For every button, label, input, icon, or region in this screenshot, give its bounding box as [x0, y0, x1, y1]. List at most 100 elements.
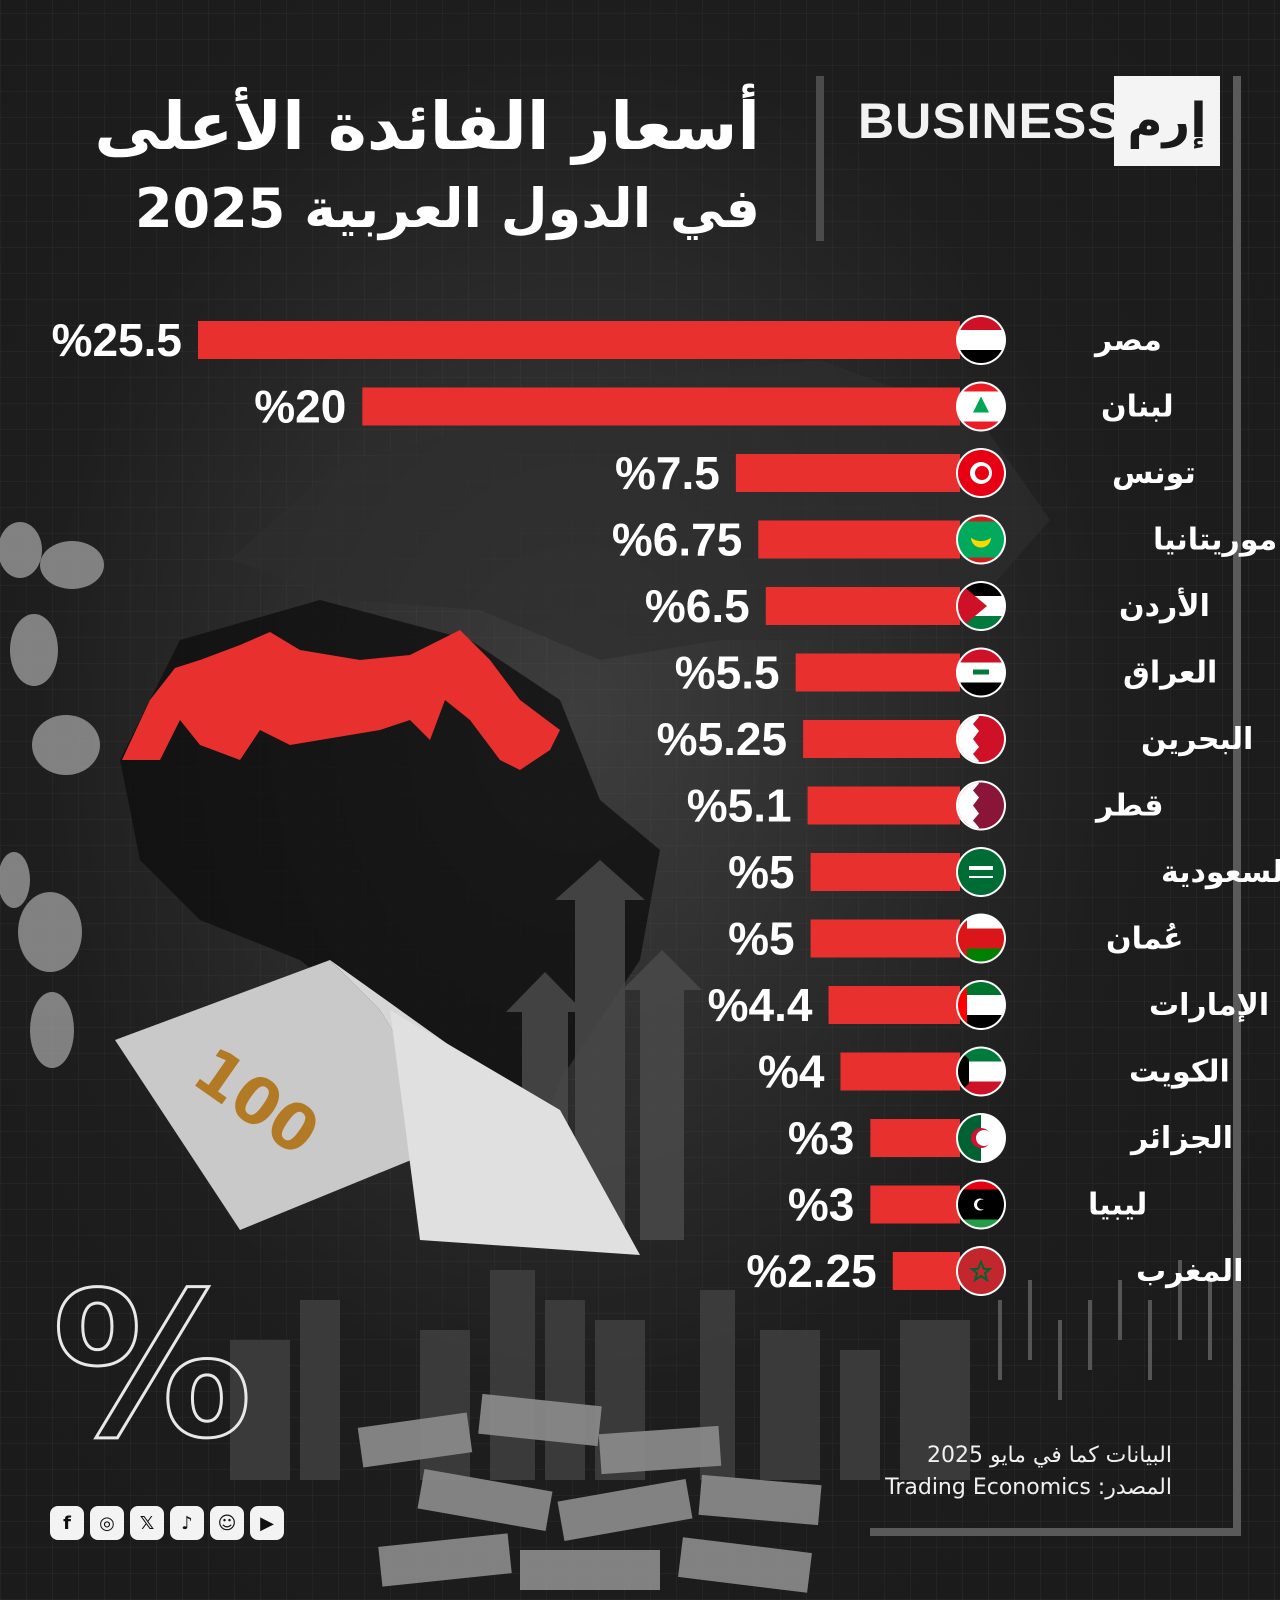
- category-label: البحرين: [1141, 722, 1253, 757]
- value-label: %20: [254, 381, 346, 433]
- bar: [870, 1185, 960, 1224]
- building: [840, 1350, 880, 1480]
- facebook-icon[interactable]: f: [50, 1506, 84, 1540]
- qatar-flag: [956, 780, 1006, 831]
- kuwait-flag: [956, 1046, 1006, 1097]
- cash-bundle: [698, 1474, 822, 1526]
- bar: [828, 986, 960, 1024]
- mauritania-flag: [956, 514, 1006, 565]
- coin: [0, 852, 30, 908]
- category-label: عُمان: [1106, 922, 1183, 957]
- lebanon-flag: [956, 381, 1006, 432]
- bar: [810, 853, 960, 891]
- category-label: الكويت: [1129, 1055, 1230, 1090]
- category-label: تونس: [1112, 456, 1196, 491]
- banknote-right-panel: [390, 1010, 640, 1255]
- bar: [758, 520, 960, 559]
- frame-line-right: [1233, 76, 1241, 1536]
- bar: [735, 454, 960, 492]
- social-icons: f ◎ 𝕏 ♪ ☺ ▶: [50, 1506, 284, 1540]
- value-label: %3: [788, 1179, 854, 1231]
- egypt-flag: [956, 315, 1006, 365]
- title-line-2: في الدول العربية 2025: [134, 177, 760, 240]
- coin: [40, 541, 104, 589]
- bahrain-flag: [956, 714, 1006, 764]
- value-label: %5.5: [675, 647, 780, 699]
- category-label: السعودية: [1161, 855, 1280, 890]
- uae-flag: [956, 980, 1006, 1030]
- building: [490, 1270, 535, 1480]
- tunisia-flag: [956, 448, 1006, 498]
- category-label: الإمارات: [1149, 988, 1269, 1023]
- category-label: الجزائر: [1129, 1121, 1233, 1156]
- oman-flag: [956, 913, 1006, 964]
- cash-bundle: [378, 1533, 512, 1587]
- percent-decoration: %: [50, 1249, 253, 1485]
- bar: [362, 387, 961, 426]
- value-label: %5: [728, 913, 794, 965]
- cash-bundle: [598, 1425, 722, 1475]
- instagram-icon[interactable]: ◎: [90, 1506, 124, 1540]
- jordan-flag: [956, 581, 1006, 631]
- money-piles: [357, 1393, 822, 1593]
- footer: البيانات كما في مايو 2025 المصدر: Tradin…: [885, 1440, 1172, 1504]
- data-date-note: البيانات كما في مايو 2025: [926, 1443, 1172, 1468]
- algeria-flag: [956, 1113, 1006, 1163]
- value-label: %5: [728, 846, 794, 898]
- city-skyline: [230, 1270, 970, 1480]
- brand-wordmark: BUSINESS: [858, 93, 1122, 149]
- bar: [803, 720, 960, 758]
- coin: [18, 892, 82, 972]
- category-label: المغرب: [1136, 1254, 1243, 1289]
- chart-title: أسعار الفائدة الأعلى في الدول العربية 20…: [94, 84, 760, 248]
- value-label: %4.4: [708, 979, 813, 1031]
- cash-bundle: [557, 1479, 693, 1541]
- building: [760, 1330, 820, 1480]
- tiktok-icon[interactable]: ♪: [170, 1506, 204, 1540]
- building: [900, 1320, 970, 1480]
- bar: [765, 587, 960, 625]
- libya-flag: [956, 1179, 1006, 1230]
- category-label: لبنان: [1101, 390, 1174, 425]
- coin: [10, 614, 58, 686]
- title-divider: [816, 76, 824, 241]
- morocco-flag: [956, 1246, 1006, 1296]
- building: [230, 1340, 290, 1480]
- x-icon[interactable]: 𝕏: [130, 1506, 164, 1540]
- cash-bundle: [520, 1550, 660, 1590]
- bar: [892, 1252, 960, 1290]
- coin: [0, 522, 42, 578]
- value-label: %3: [788, 1112, 854, 1164]
- cash-bundle: [417, 1469, 553, 1531]
- building: [300, 1300, 340, 1480]
- snapchat-icon[interactable]: ☺: [210, 1506, 244, 1540]
- cash-bundle: [678, 1537, 812, 1593]
- stock-candles: [998, 1260, 1212, 1400]
- category-label: الأردن: [1119, 587, 1210, 624]
- arab-region-map: [122, 630, 560, 770]
- youtube-icon[interactable]: ▶: [250, 1506, 284, 1540]
- coin: [30, 992, 74, 1068]
- category-label: مصر: [1093, 323, 1162, 358]
- cash-bundle: [478, 1393, 602, 1447]
- banknote-left: [115, 960, 460, 1230]
- banknote-illustration: 100: [115, 960, 640, 1255]
- building: [545, 1300, 585, 1480]
- saudi-flag: [956, 847, 1006, 897]
- value-label: %6.5: [645, 580, 750, 632]
- category-label: ليبيا: [1088, 1188, 1147, 1223]
- data-source: المصدر: Trading Economics: [885, 1475, 1172, 1500]
- bar: [198, 321, 960, 359]
- bar: [795, 653, 960, 692]
- category-label: قطر: [1094, 789, 1164, 824]
- category-label: موريتانيا: [1153, 523, 1277, 558]
- value-label: %25.5: [52, 314, 182, 366]
- brand-logo: إرم: [1114, 76, 1220, 166]
- iraq-flag: [956, 647, 1006, 698]
- value-label: %5.25: [657, 713, 787, 765]
- title-line-1: أسعار الفائدة الأعلى: [94, 88, 760, 165]
- eurasia-silhouette: [230, 360, 1050, 660]
- arrow-up-medium: [622, 950, 702, 1240]
